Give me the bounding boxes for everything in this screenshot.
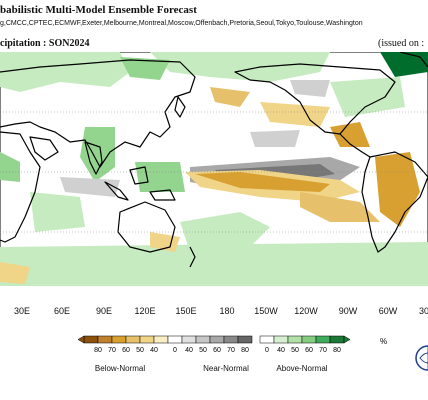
below-swatch-2 [111,335,127,344]
below-region-north-central-pacific [210,87,250,107]
above-swatch-4 [315,335,331,344]
lon-label-60w: 60W [378,306,398,316]
coast-central-america [339,133,371,158]
lon-label-30: 30 [418,306,428,316]
below-tick-2: 60 [122,347,130,354]
below-region-mexico-caribbean [330,122,370,147]
below-arrow-left [77,335,85,344]
above-tick-4: 70 [319,347,327,354]
near-swatch-4 [223,335,239,344]
above-region-north-atlantic-east [380,52,428,77]
colorbar-unit: % [380,337,387,346]
near-tick-2: 50 [199,347,207,354]
above-region-southern-ocean [0,242,428,286]
above-region-maritime-continent [135,162,185,192]
issued-date-label: (issued on : [378,38,425,49]
coast-new-zealand [189,246,196,268]
below-swatch-0 [83,335,99,344]
above-region-africa-south [0,152,20,182]
above-swatch-3 [301,335,317,344]
near-patch-north-america [290,80,330,97]
above-normal-regions [0,52,428,286]
above-swatch-0 [259,335,275,344]
above-swatch-5 [329,335,345,344]
below-tick-4: 40 [150,347,158,354]
above-tick-1: 40 [277,347,285,354]
coast-borneo [129,166,149,185]
forecast-title: babilistic Multi-Model Ensemble Forecast [0,4,197,16]
coast-japan [174,96,186,118]
coast-north-america [234,63,396,135]
below-tick-0: 80 [94,347,102,354]
lon-label-180: 180 [219,306,235,316]
near-swatch-0 [167,335,183,344]
above-region-indian-ocean [30,192,85,232]
colorbar-below-normal: 80 70 60 50 40 [77,335,169,354]
wmo-logo-icon [415,345,428,371]
coast-arabia [29,136,59,161]
below-swatch-5 [153,335,169,344]
below-core-equatorial-pacific [195,172,330,192]
lon-label-90e: 90E [95,306,113,316]
coastlines [0,52,428,268]
lon-label-30e: 30E [13,306,31,316]
coast-sumatra [104,181,129,201]
near-normal-label: Near-Normal [203,364,249,373]
coast-australia [117,201,176,253]
near-tick-3: 60 [213,347,221,354]
colorbar-near-normal: 0 40 50 60 70 80 [167,335,253,354]
below-region-south-africa [0,262,30,284]
below-tick-3: 50 [136,347,144,354]
lon-label-120w: 120W [294,306,318,316]
above-region-russia [120,57,170,80]
near-tick-0: 0 [173,347,177,354]
near-swatch-5 [237,335,253,344]
lon-label-120e: 120E [134,306,156,316]
above-swatch-2 [287,335,303,344]
near-swatch-2 [195,335,211,344]
below-tick-1: 70 [108,347,116,354]
below-region-north-pacific-east [260,102,330,127]
below-normal-regions [0,87,420,284]
coast-india [84,141,103,175]
lon-label-90w: 90W [338,306,358,316]
probability-map [0,52,428,286]
lon-label-60e: 60E [53,306,71,316]
near-tick-5: 80 [241,347,249,354]
above-tick-3: 60 [305,347,313,354]
lon-label-150e: 150E [175,306,197,316]
above-region-north-pacific [150,52,330,82]
contributing-centres: g,CMCC,CPTEC,ECMWF,Exeter,Melbourne,Mont… [0,20,363,27]
probability-colorbar: 80 70 60 50 40 0 40 50 60 70 80 0 40 50 60 70 80 % [77,335,387,354]
coast-south-america [361,151,428,253]
above-arrow-right [343,335,351,344]
coast-new-guinea [149,189,176,201]
below-swatch-4 [139,335,155,344]
near-tick-4: 70 [227,347,235,354]
below-normal-label: Below-Normal [94,364,146,373]
below-region-south-pacific-arm [300,192,380,222]
near-patch-north-pacific [250,130,300,147]
coast-africa [0,131,41,243]
above-tick-0: 0 [265,347,269,354]
above-tick-5: 80 [333,347,341,354]
below-swatch-1 [97,335,113,344]
coast-eurasia [0,59,196,168]
variable-season-label: cipitation : SON2024 [0,38,90,49]
near-swatch-3 [209,335,225,344]
below-swatch-3 [125,335,141,344]
above-normal-label: Above-Normal [276,364,328,373]
near-swatch-1 [181,335,197,344]
above-region-eastern-us [330,77,405,117]
above-swatch-1 [273,335,289,344]
near-tick-1: 40 [185,347,193,354]
colorbar-above-normal: 0 40 50 60 70 80 [259,335,351,354]
coast-greenland [399,52,428,68]
above-tick-2: 50 [291,347,299,354]
above-region-india [80,127,115,182]
lon-label-150w: 150W [254,306,278,316]
